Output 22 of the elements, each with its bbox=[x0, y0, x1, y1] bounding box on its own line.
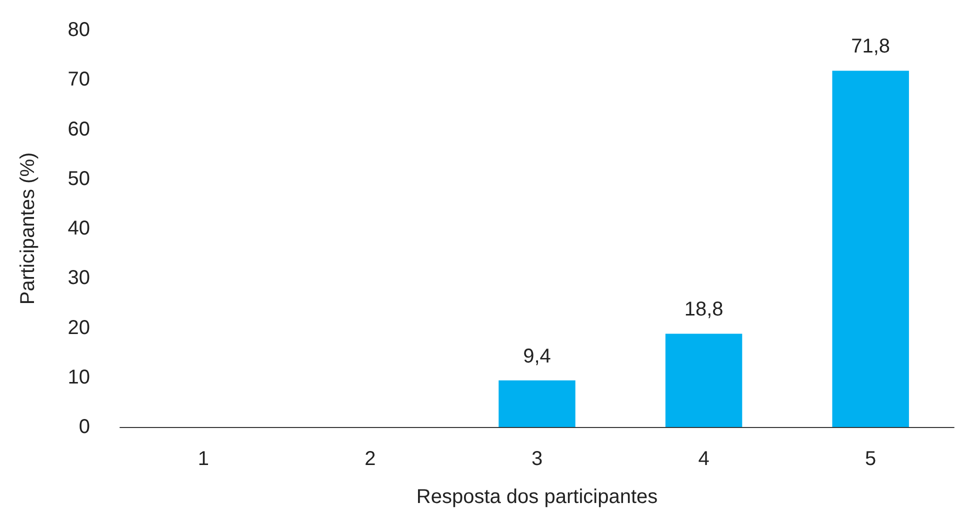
data-label: 18,8 bbox=[684, 298, 724, 321]
x-tick-label: 1 bbox=[198, 448, 209, 470]
y-tick-label: 80 bbox=[68, 19, 90, 41]
y-tick-label: 40 bbox=[68, 218, 90, 240]
y-tick-label: 70 bbox=[68, 68, 90, 91]
x-tick-label: 2 bbox=[364, 448, 376, 470]
y-tick-label: 50 bbox=[68, 168, 90, 190]
bar bbox=[832, 70, 909, 427]
x-tick-label: 5 bbox=[865, 448, 876, 470]
y-tick-label: 0 bbox=[78, 416, 90, 438]
y-tick-label: 10 bbox=[68, 366, 90, 388]
y-tick-label: 60 bbox=[68, 118, 90, 140]
x-axis-title: Resposta dos participantes bbox=[416, 486, 658, 508]
x-tick-label: 4 bbox=[698, 448, 710, 470]
data-label: 71,8 bbox=[851, 36, 890, 58]
x-tick-label: 3 bbox=[531, 448, 543, 470]
data-label: 9,4 bbox=[523, 345, 551, 368]
bar bbox=[665, 334, 742, 427]
y-axis-title: Participantes (%) bbox=[17, 152, 39, 305]
y-tick-label: 30 bbox=[68, 267, 90, 290]
bar bbox=[498, 380, 576, 427]
y-tick-label: 20 bbox=[68, 316, 90, 339]
